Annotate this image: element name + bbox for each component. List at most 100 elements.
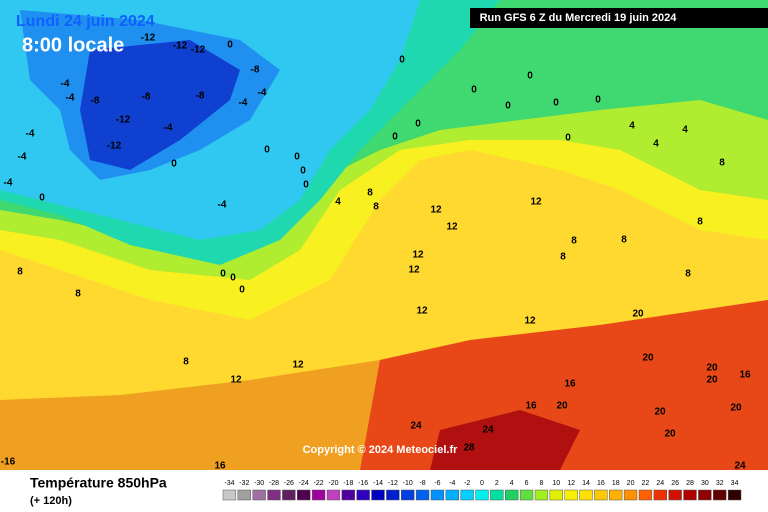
contour-label: 0 bbox=[595, 95, 601, 106]
legend-tick-label: -28 bbox=[269, 480, 279, 487]
contour-label: 0 bbox=[553, 98, 559, 109]
footer-lead: (+ 120h) bbox=[30, 495, 72, 507]
legend-swatch bbox=[564, 489, 578, 501]
contour-label: 16 bbox=[214, 461, 226, 472]
contour-label: -4 bbox=[66, 93, 75, 104]
contour-label: 8 bbox=[621, 235, 627, 246]
run-box bbox=[470, 8, 768, 28]
legend-swatch bbox=[460, 489, 474, 501]
contour-label: 0 bbox=[239, 285, 245, 296]
contour-label: 0 bbox=[303, 180, 309, 191]
contour-label: -12 bbox=[107, 141, 122, 152]
legend-tick-label: -4 bbox=[449, 480, 455, 487]
contour-label: 12 bbox=[446, 222, 458, 233]
legend-swatch bbox=[356, 489, 370, 501]
legend-tick-label: 34 bbox=[731, 480, 739, 487]
contour-label: 8 bbox=[560, 252, 566, 263]
contour-label: 8 bbox=[719, 158, 725, 169]
legend-tick-label: 22 bbox=[642, 480, 650, 487]
legend-tick-label: -22 bbox=[314, 480, 324, 487]
legend-swatch bbox=[267, 489, 281, 501]
legend-swatch bbox=[490, 489, 504, 501]
legend-swatch bbox=[252, 489, 266, 501]
contour-label: 8 bbox=[571, 236, 577, 247]
contour-label: 8 bbox=[367, 188, 373, 199]
legend-tick-label: 14 bbox=[582, 480, 590, 487]
contour-label: 24 bbox=[734, 461, 746, 472]
contour-label: 8 bbox=[75, 289, 81, 300]
footer-title: Température 850hPa bbox=[30, 475, 167, 491]
legend-swatch bbox=[401, 489, 415, 501]
legend-tick-label: -8 bbox=[419, 480, 425, 487]
contour-label: -8 bbox=[196, 91, 205, 102]
legend-swatch bbox=[341, 489, 355, 501]
contour-label: 12 bbox=[230, 375, 242, 386]
legend-tick-label: -30 bbox=[254, 480, 264, 487]
contour-label: -4 bbox=[218, 200, 227, 211]
legend-tick-label: 30 bbox=[701, 480, 709, 487]
legend-tick-label: 10 bbox=[552, 480, 560, 487]
legend-swatch bbox=[623, 489, 638, 501]
zone-darkblue bbox=[80, 40, 240, 170]
contour-label: -8 bbox=[251, 65, 260, 76]
contour-label: 20 bbox=[654, 407, 666, 418]
map bbox=[0, 0, 768, 470]
date-label: Lundi 24 juin 2024 bbox=[16, 13, 155, 30]
contour-label: 0 bbox=[415, 119, 421, 130]
contour-label: 0 bbox=[565, 133, 571, 144]
legend-swatch bbox=[505, 489, 519, 501]
legend-tick-label: -12 bbox=[388, 480, 398, 487]
legend-swatch bbox=[609, 489, 623, 501]
legend-tick-label: 16 bbox=[597, 480, 605, 487]
contour-label: 12 bbox=[524, 316, 536, 327]
legend-tick-label: 18 bbox=[612, 480, 620, 487]
legend-swatch bbox=[519, 489, 534, 501]
contour-label: 12 bbox=[430, 205, 442, 216]
contour-label: -4 bbox=[4, 178, 13, 189]
contour-label: 20 bbox=[632, 309, 644, 320]
legend-swatch bbox=[222, 489, 237, 501]
legend-tick-label: 28 bbox=[686, 480, 694, 487]
contour-label: 12 bbox=[408, 265, 420, 276]
contour-label: 4 bbox=[629, 121, 635, 132]
copyright: Copyright © 2024 Meteociel.fr bbox=[303, 444, 459, 456]
contour-label: 20 bbox=[642, 353, 654, 364]
legend-tick-label: 20 bbox=[627, 480, 635, 487]
legend-swatch bbox=[713, 489, 727, 501]
legend-tick-label: -14 bbox=[373, 480, 383, 487]
contour-label: 8 bbox=[373, 202, 379, 213]
contour-label: 12 bbox=[412, 250, 424, 261]
legend-swatch bbox=[430, 489, 445, 501]
contour-label: 0 bbox=[300, 166, 306, 177]
legend-tick-label: -18 bbox=[343, 480, 353, 487]
legend-swatch bbox=[386, 489, 400, 501]
contour-label: 16 bbox=[564, 379, 576, 390]
legend-swatch bbox=[534, 489, 549, 501]
legend-tick-label: -16 bbox=[358, 480, 368, 487]
contour-label: 20 bbox=[556, 401, 568, 412]
contour-label: 16 bbox=[525, 401, 537, 412]
legend-tick-label: 8 bbox=[539, 480, 543, 487]
legend-swatch bbox=[549, 489, 563, 501]
legend-tick-label: -26 bbox=[284, 480, 294, 487]
legend-swatch bbox=[326, 489, 341, 501]
run-label: Run GFS 6 Z du Mercredi 19 juin 2024 bbox=[480, 12, 678, 24]
legend-swatch bbox=[311, 489, 326, 501]
legend-swatch bbox=[698, 489, 712, 501]
contour-label: -8 bbox=[91, 96, 100, 107]
contour-label: -12 bbox=[141, 33, 156, 44]
legend-swatch bbox=[727, 489, 742, 501]
contour-label: -4 bbox=[18, 152, 27, 163]
contour-label: -4 bbox=[164, 123, 173, 134]
contour-label: 28 bbox=[463, 443, 475, 454]
contour-label: 0 bbox=[171, 159, 177, 170]
legend-swatch bbox=[415, 489, 430, 501]
legend-swatch bbox=[237, 489, 251, 501]
legend-tick-label: -2 bbox=[464, 480, 470, 487]
legend-tick-label: 32 bbox=[716, 480, 724, 487]
legend-swatch bbox=[475, 489, 489, 501]
contour-label: -4 bbox=[61, 79, 70, 90]
contour-label: 12 bbox=[530, 197, 542, 208]
